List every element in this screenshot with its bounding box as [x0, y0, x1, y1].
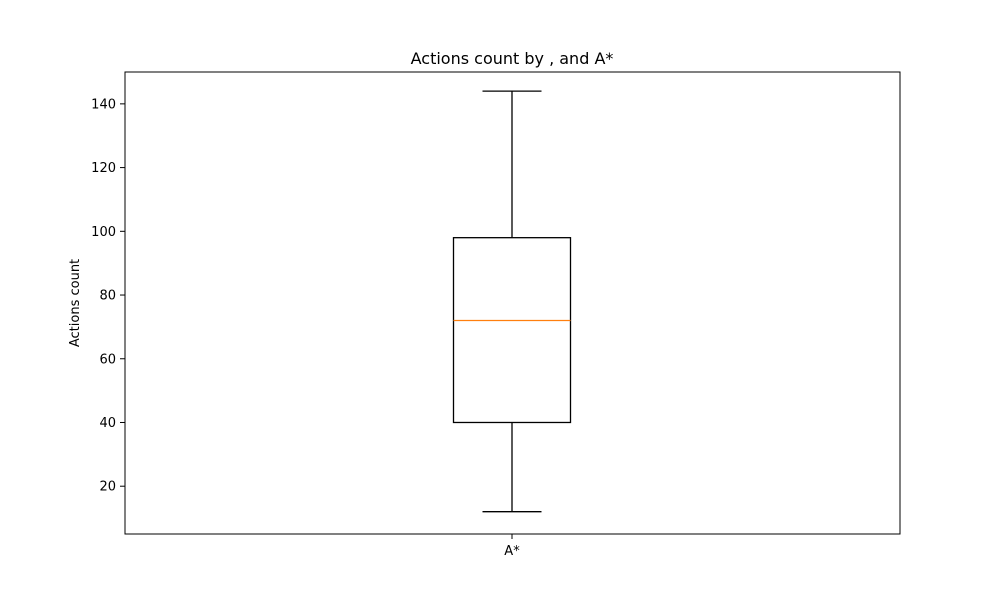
- plot-area: 20 40 60 80 100 120 140 A*: [91, 71, 901, 559]
- y-tick-label: 40: [99, 416, 116, 431]
- axes-frame: [124, 71, 901, 535]
- chart-title: Actions count by , and A*: [411, 49, 614, 68]
- y-tick-label: 100: [91, 225, 116, 240]
- y-tick-label: 80: [99, 289, 116, 304]
- y-tick-label: 60: [99, 352, 116, 367]
- x-tick-label: A*: [504, 544, 520, 559]
- y-tick-label: 140: [91, 97, 116, 112]
- y-tick-label: 120: [91, 161, 116, 176]
- y-tick-label: 20: [99, 480, 116, 495]
- box-iqr: [452, 237, 572, 424]
- y-axis-label: Actions count: [68, 259, 83, 347]
